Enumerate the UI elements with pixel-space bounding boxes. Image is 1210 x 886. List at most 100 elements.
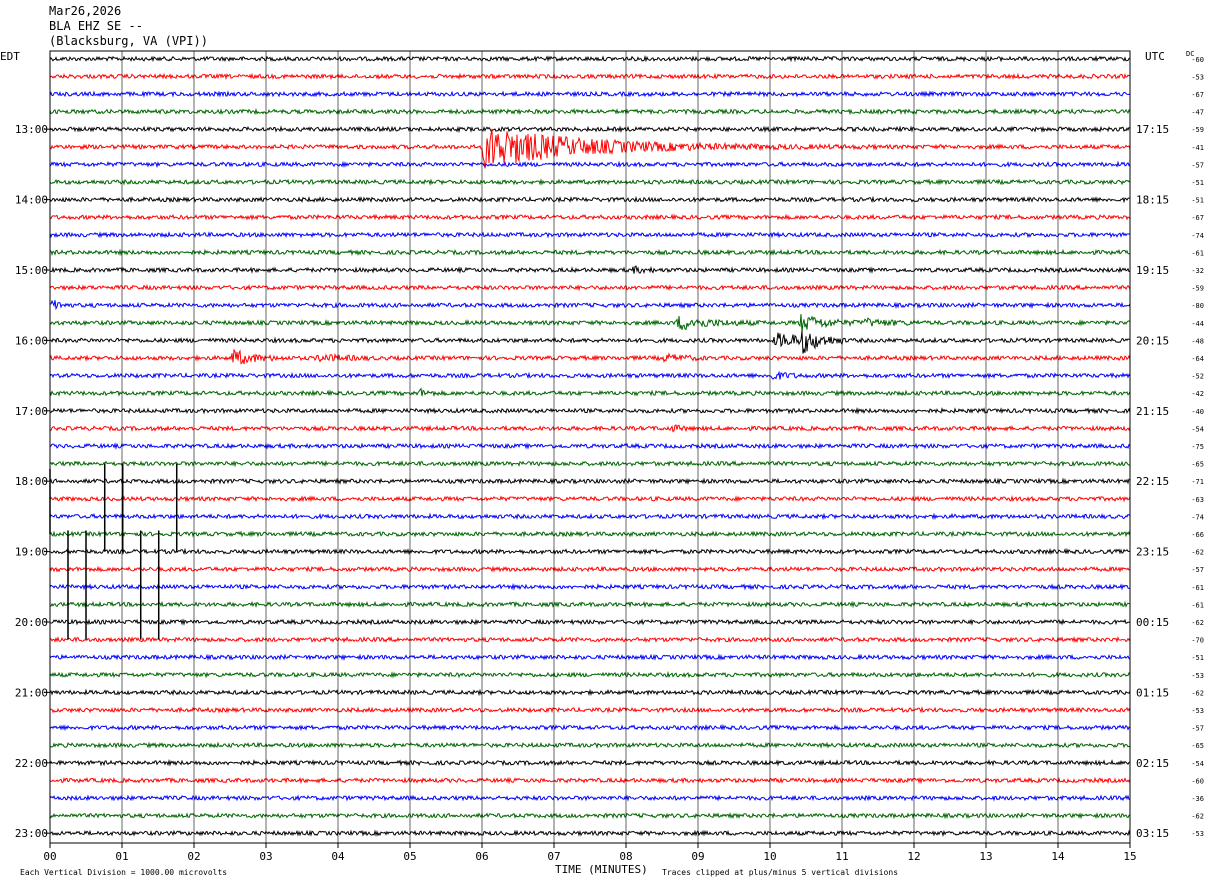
dc-offset-value: -75 (1191, 443, 1204, 451)
trace-row-33 (49, 636, 1131, 644)
dc-offset-value: -60 (1191, 56, 1204, 64)
dc-offset-value: -62 (1191, 689, 1204, 697)
left-hour-label: 13:00 (15, 123, 48, 136)
left-hour-label: 19:00 (15, 546, 48, 559)
trace-row-2 (49, 90, 1131, 98)
right-hour-label: 22:15 (1136, 475, 1169, 488)
dc-offset-value: -54 (1191, 425, 1204, 433)
trace-row-9 (49, 213, 1131, 221)
trace-row-0 (49, 54, 1131, 63)
dc-offset-value: -74 (1191, 232, 1204, 240)
dc-offset-value: -62 (1191, 619, 1204, 627)
dc-offset-value: -48 (1191, 337, 1204, 345)
dc-offset-value: -41 (1191, 144, 1204, 152)
trace-row-42 (49, 794, 1131, 802)
label-group: EDT UTC DC Each Vertical Division = 1000… (0, 50, 1204, 877)
trace-row-8 (49, 195, 1130, 204)
x-tick-label-09: 09 (691, 850, 704, 863)
right-hour-label: 01:15 (1136, 686, 1169, 699)
trace-row-17 (49, 348, 1131, 365)
x-tick-label-12: 12 (907, 850, 920, 863)
trace-row-26 (49, 512, 1131, 521)
trace-row-36 (49, 688, 1131, 697)
trace-row-39 (49, 741, 1131, 749)
dc-offset-value: -57 (1191, 566, 1204, 574)
right-hour-label: 20:15 (1136, 334, 1169, 347)
x-tick-label-02: 02 (187, 850, 200, 863)
scale-note: Each Vertical Division = 1000.00 microvo… (20, 868, 227, 877)
right-hour-label: 23:15 (1136, 546, 1169, 559)
trace-row-21 (49, 424, 1131, 433)
right-hour-label: 02:15 (1136, 757, 1169, 770)
dc-offset-value: -57 (1191, 161, 1204, 169)
dc-offset-value: -51 (1191, 654, 1204, 662)
x-tick-label-07: 07 (547, 850, 560, 863)
dc-offset-value: -53 (1191, 672, 1204, 680)
trace-row-24 (49, 477, 1131, 486)
dc-offset-value: -60 (1191, 777, 1204, 785)
dc-offset-value: -53 (1191, 830, 1204, 838)
x-tick-label-15: 15 (1123, 850, 1136, 863)
left-hour-label: 23:00 (15, 827, 48, 840)
trace-row-18 (49, 370, 1131, 380)
dc-offset-value: -67 (1191, 91, 1204, 99)
dc-offset-value: -65 (1191, 461, 1204, 469)
trace-row-29 (49, 565, 1131, 573)
right-hour-label: 19:15 (1136, 264, 1169, 277)
dc-offset-value: -74 (1191, 513, 1204, 521)
trace-row-10 (49, 231, 1131, 239)
dc-offset-value: -40 (1191, 408, 1204, 416)
dc-offset-value: -52 (1191, 373, 1204, 381)
x-tick-label-10: 10 (763, 850, 776, 863)
dc-offset-value: -61 (1191, 601, 1204, 609)
right-hour-label: 17:15 (1136, 123, 1169, 136)
trace-row-15 (49, 314, 1131, 332)
x-tick-label-11: 11 (835, 850, 848, 863)
dc-offset-value: -63 (1191, 496, 1204, 504)
trace-row-28 (49, 547, 1131, 556)
trace-row-20 (49, 406, 1131, 415)
dc-offset-value: -64 (1191, 355, 1204, 363)
trace-row-40 (49, 758, 1131, 767)
trace-row-23 (49, 459, 1131, 468)
x-tick-label-00: 00 (43, 850, 56, 863)
dc-offset-value: -57 (1191, 725, 1204, 733)
right-timezone-label: UTC (1145, 50, 1165, 63)
x-tick-label-13: 13 (979, 850, 992, 863)
x-tick-label-01: 01 (115, 850, 128, 863)
trace-row-44 (49, 829, 1131, 837)
dc-offset-value: -42 (1191, 390, 1204, 398)
dc-offset-value: -53 (1191, 73, 1204, 81)
trace-row-34 (49, 653, 1131, 662)
x-tick-label-08: 08 (619, 850, 632, 863)
left-hour-label: 20:00 (15, 616, 48, 629)
x-tick-label-14: 14 (1051, 850, 1065, 863)
trace-row-41 (49, 776, 1131, 785)
dc-offset-value: -47 (1191, 109, 1204, 117)
dc-offset-value: -61 (1191, 584, 1204, 592)
trace-row-30 (49, 582, 1131, 591)
left-hour-label: 22:00 (15, 757, 48, 770)
dc-offset-value: -80 (1191, 302, 1204, 310)
trace-row-27 (49, 530, 1131, 538)
x-tick-label-06: 06 (475, 850, 488, 863)
trace-row-11 (49, 248, 1131, 257)
trace-row-22 (49, 442, 1131, 450)
dc-offset-value: -61 (1191, 249, 1204, 257)
trace-row-25 (49, 494, 1131, 503)
right-hour-label: 00:15 (1136, 616, 1169, 629)
trace-row-14 (49, 299, 1131, 311)
trace-row-31 (49, 600, 1131, 609)
dc-offset-value: -66 (1191, 531, 1204, 539)
dc-offset-value: -67 (1191, 214, 1204, 222)
left-hour-label: 21:00 (15, 686, 48, 699)
dc-offset-value: -65 (1191, 742, 1204, 750)
dc-offset-value: -53 (1191, 707, 1204, 715)
trace-row-13 (49, 283, 1131, 292)
trace-row-38 (49, 723, 1131, 732)
grid-group (44, 50, 1131, 848)
trace-row-12 (49, 265, 1131, 275)
right-hour-label: 21:15 (1136, 405, 1169, 418)
